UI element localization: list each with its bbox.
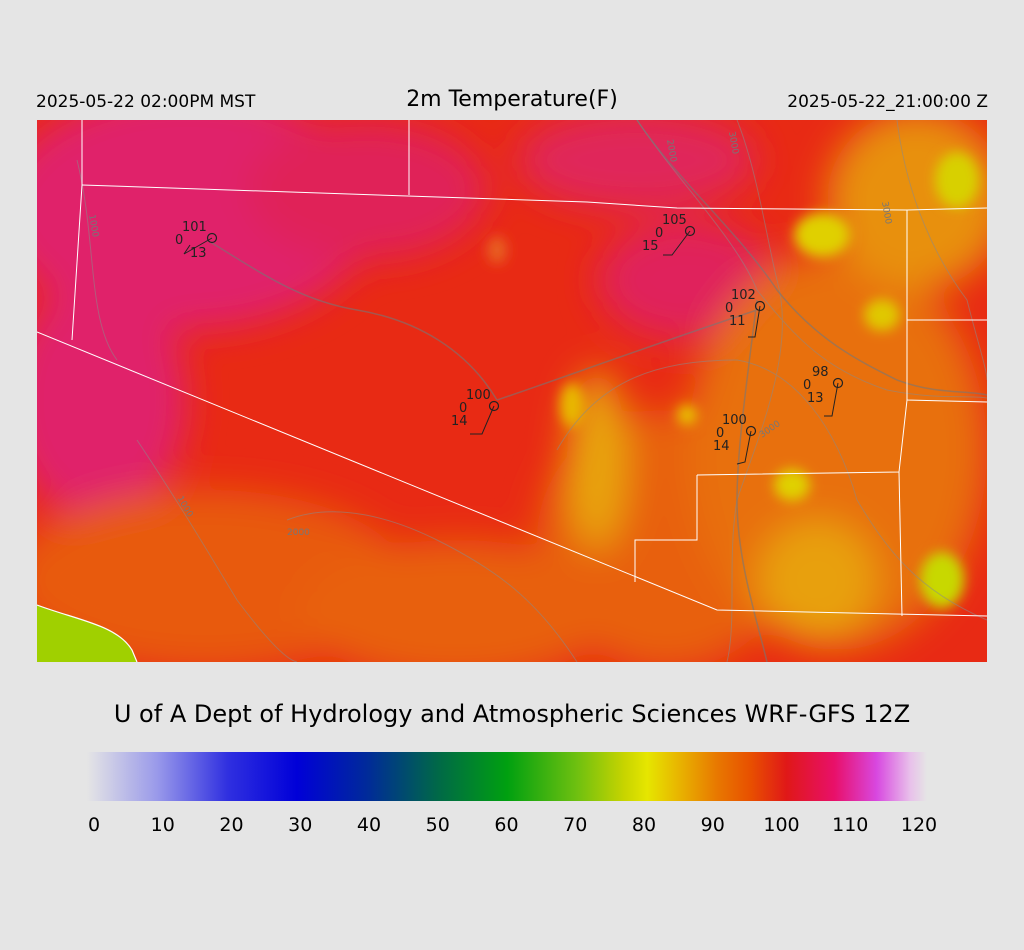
station-wind: 13 <box>190 246 207 261</box>
temperature-colorbar <box>87 752 927 801</box>
station-dewpoint: 0 <box>459 401 467 416</box>
station-temp: 100 <box>722 413 747 428</box>
station-plot: 98 0 13 <box>803 365 844 417</box>
cool-coastal-zone <box>37 605 137 662</box>
station-dewpoint: 0 <box>803 378 811 393</box>
temperature-field: 2000 3000 1000 1000 2000 3000 3000 101 0… <box>37 120 987 662</box>
temperature-map: 2000 3000 1000 1000 2000 3000 3000 101 0… <box>37 120 987 662</box>
station-wind: 14 <box>713 439 730 454</box>
map-title: 2m Temperature(F) <box>406 87 618 112</box>
station-plot: 101 0 13 <box>175 220 218 261</box>
terrain-contours <box>76 120 987 662</box>
colorbar-tick-label: 0 <box>87 814 101 836</box>
contour-label: 1000 <box>86 214 100 239</box>
station-temp: 100 <box>466 388 491 403</box>
colorbar-tick-label: 80 <box>631 814 657 836</box>
station-wind: 14 <box>451 414 468 429</box>
contour-label: 2000 <box>287 528 310 538</box>
colorbar-tick-label: 90 <box>700 814 725 836</box>
station-temp: 101 <box>182 220 207 235</box>
station-temp: 102 <box>731 288 756 303</box>
station-wind: 13 <box>807 391 824 406</box>
colorbar-tick-label: 60 <box>494 814 519 836</box>
temperature-blobs <box>37 120 987 662</box>
contour-label: 2000 <box>664 139 678 164</box>
colorbar-tick-label: 50 <box>425 814 450 836</box>
station-temp: 105 <box>662 213 687 228</box>
valid-time-local: 2025-05-22 02:00PM MST <box>36 92 256 112</box>
colorbar-tick-label: 30 <box>288 814 313 836</box>
station-dewpoint: 0 <box>716 426 724 441</box>
station-dewpoint: 0 <box>175 233 183 248</box>
station-wind: 11 <box>729 314 746 329</box>
contour-label: 3000 <box>726 131 740 156</box>
colorbar-tick-label: 70 <box>563 814 588 836</box>
station-plot: 105 0 15 <box>642 213 696 256</box>
station-plot: 102 0 11 <box>725 288 766 338</box>
station-temp: 98 <box>812 365 829 380</box>
colorbar-tick-label: 110 <box>832 814 869 836</box>
valid-time-utc: 2025-05-22_21:00:00 Z <box>787 92 988 112</box>
station-dewpoint: 0 <box>725 301 733 316</box>
station-plot: 100 0 14 <box>451 388 500 435</box>
colorbar-tick-label: 40 <box>356 814 382 836</box>
colorbar-tick-label: 100 <box>763 814 800 836</box>
station-wind: 15 <box>642 239 659 254</box>
highland-cool-spots <box>487 152 979 608</box>
contour-label: 3000 <box>879 201 893 226</box>
colorbar-tick-label: 120 <box>900 814 938 836</box>
rivers <box>206 120 987 662</box>
model-credit: U of A Dept of Hydrology and Atmospheric… <box>113 700 911 728</box>
colorbar-tick-label: 10 <box>150 814 175 836</box>
colorbar-tick-label: 20 <box>219 814 244 836</box>
station-dewpoint: 0 <box>655 226 663 241</box>
political-boundaries <box>37 120 987 617</box>
station-plot: 100 0 14 <box>713 413 757 465</box>
